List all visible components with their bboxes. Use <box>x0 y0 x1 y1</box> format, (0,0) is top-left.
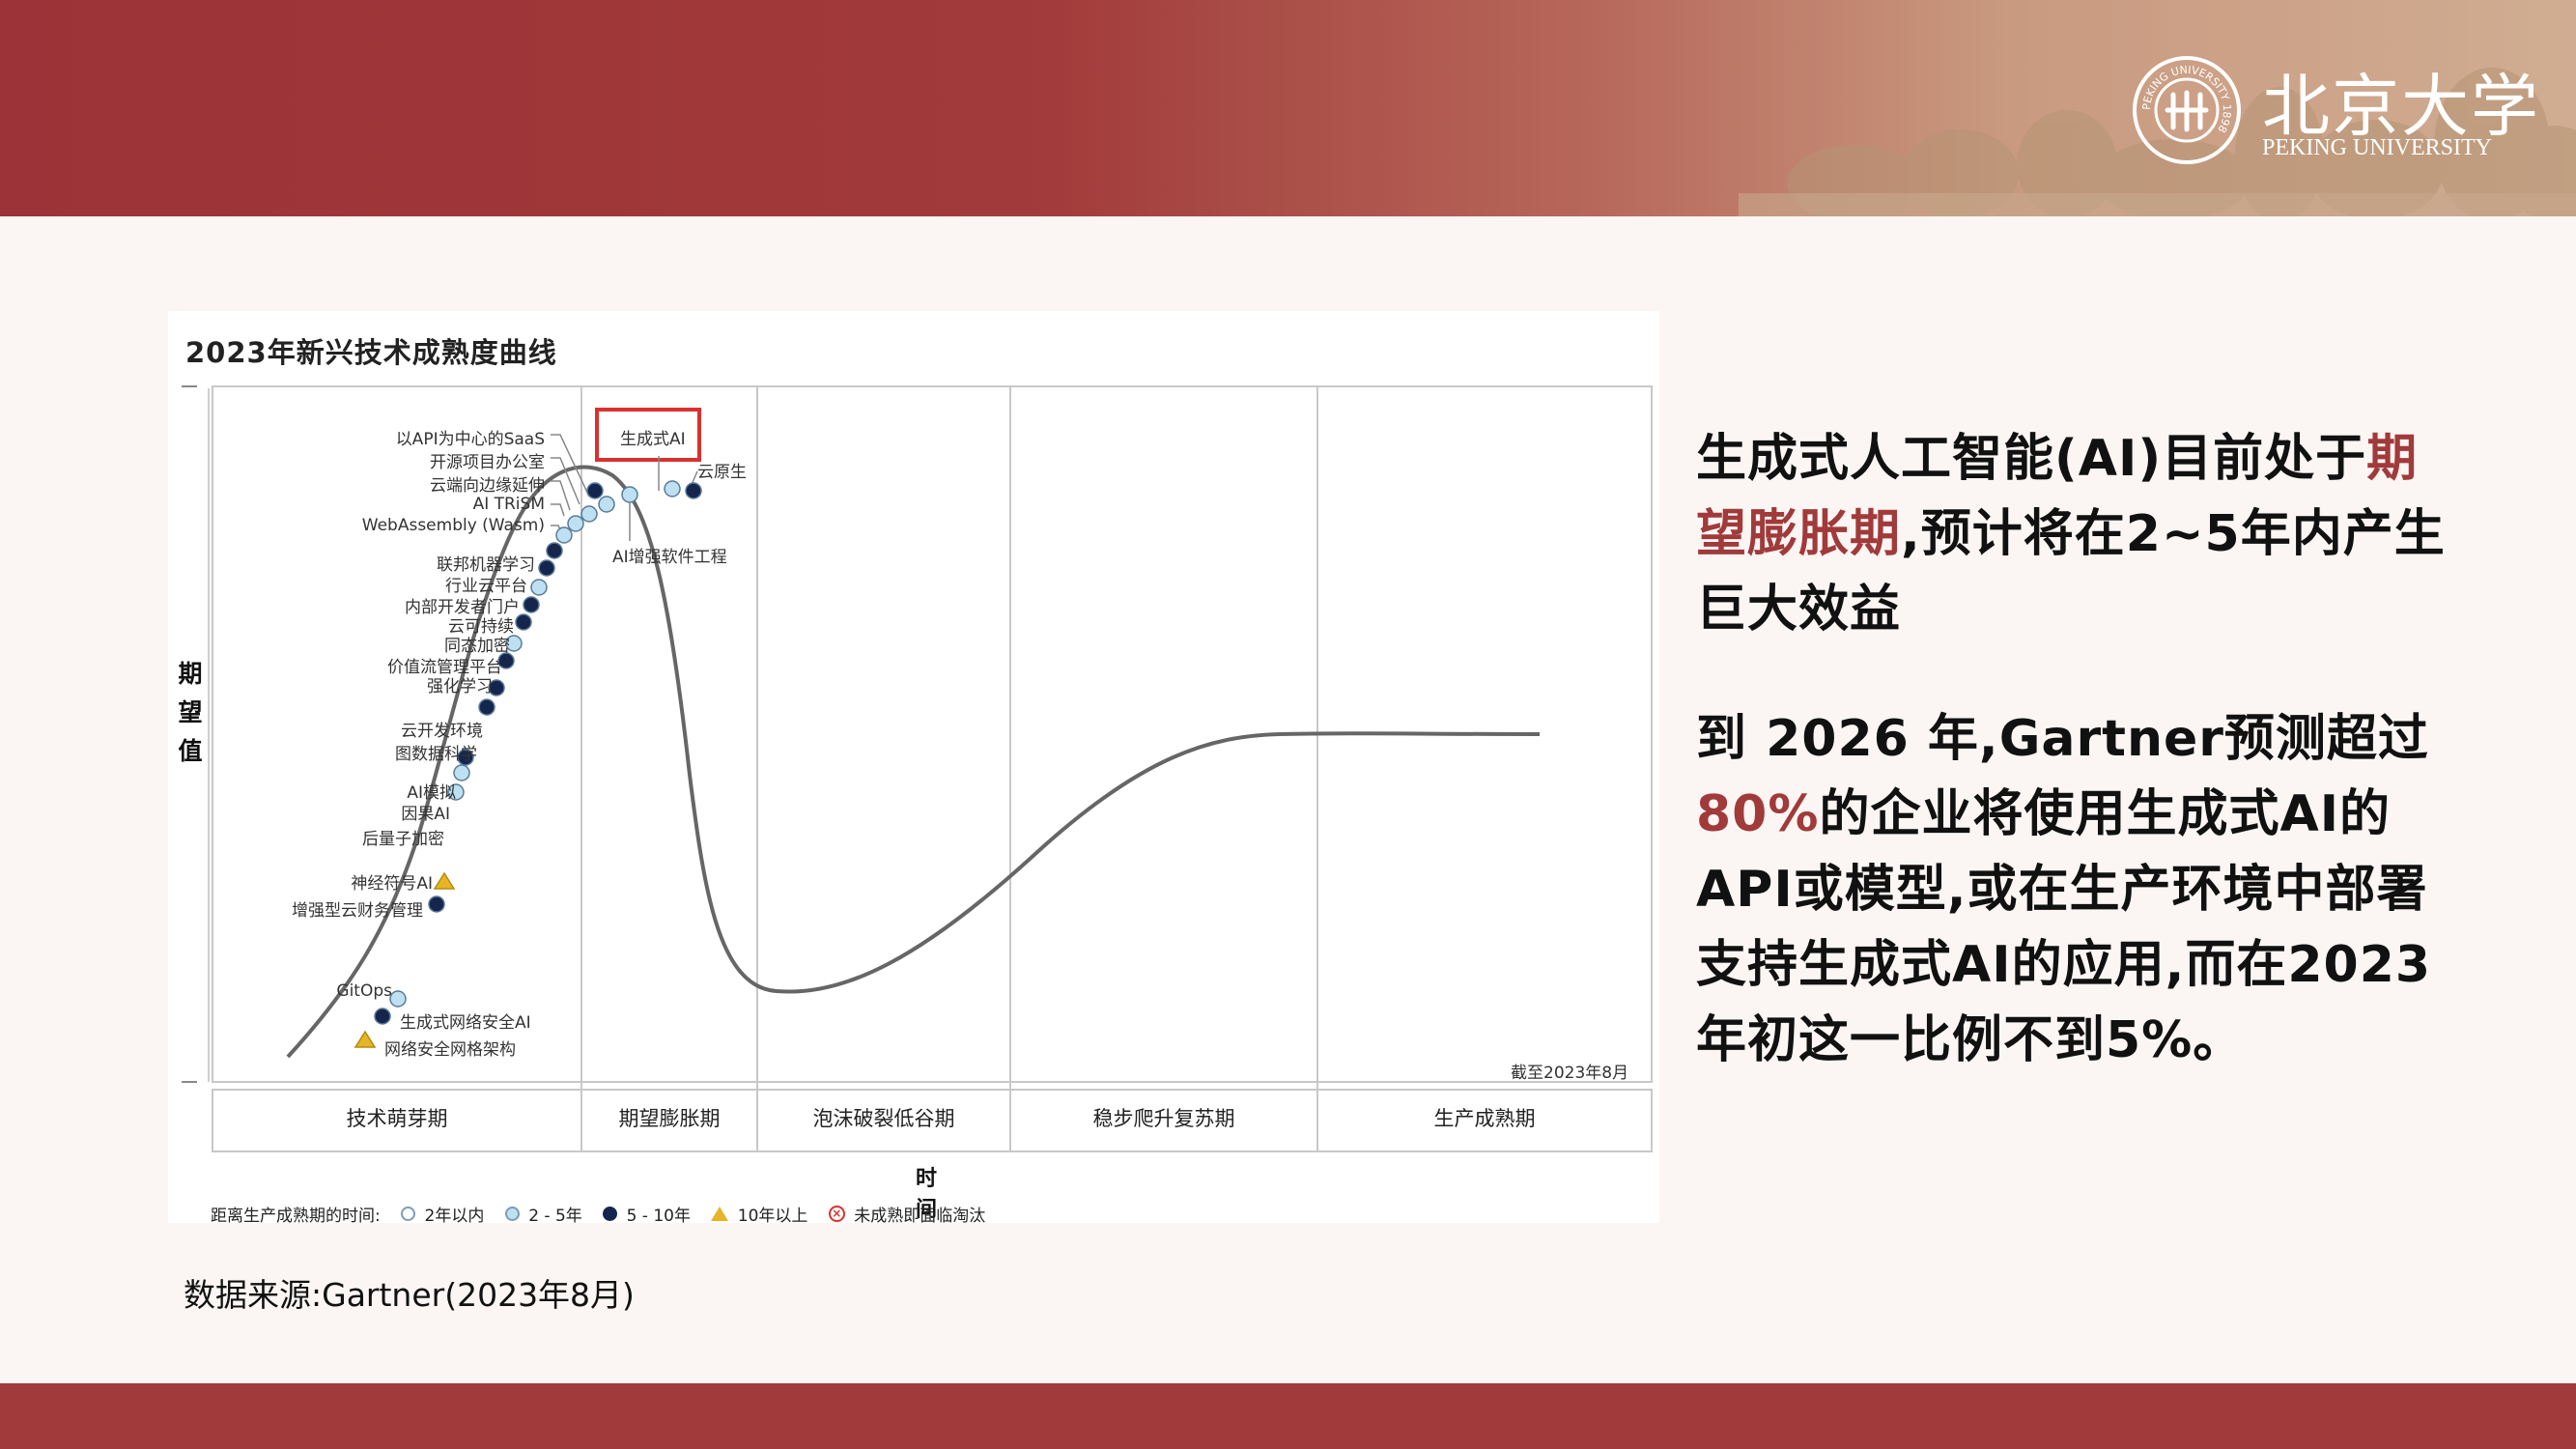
label-value-stream: 价值流管理平台 <box>387 658 502 677</box>
label-neuro-symbolic-ai: 神经符号AI <box>351 874 433 894</box>
leader-ai-trism <box>551 503 565 517</box>
phase-band <box>212 1089 1653 1152</box>
phase-trough-disillusionment: 泡沫破裂低谷期 <box>812 1107 955 1130</box>
label-homomorphic-encryption: 同态加密 <box>444 637 510 656</box>
marker-ai-se <box>621 486 638 503</box>
label-generative-ai: 生成式AI <box>620 430 686 449</box>
legend-marker-x-icon: × <box>828 1206 845 1222</box>
logo-english-name: PEKING UNIVERSITY <box>2262 135 2492 160</box>
paragraph-hype-stage: 生成式人工智能(AI)目前处于期望膨胀期,预计将在2~5年内产生巨大效益 <box>1696 430 2446 639</box>
label-causal-ai: 因果AI <box>401 805 450 824</box>
technology-markers <box>354 480 702 1048</box>
highlight-peak-phase: 期望膨胀期 <box>1696 430 2419 563</box>
marker-api-saas <box>586 482 604 499</box>
source-note: 数据来源:Gartner(2023年8月) <box>184 1276 635 1314</box>
leader-lines <box>551 434 698 541</box>
label-industry-cloud: 行业云平台 <box>445 577 527 596</box>
marker-post-quantum <box>447 783 465 801</box>
hype-cycle-figure: 2023年新兴技术成熟度曲线 期 望 值 以API为中心的SaaS 开源项目办公… <box>168 311 1659 1226</box>
label-cybersecurity-mesh: 网络安全网格架构 <box>384 1040 516 1060</box>
marker-cloud-dev-env <box>488 679 505 696</box>
phase-innovation-trigger: 技术萌芽期 <box>346 1107 448 1130</box>
marker-industry-cloud <box>538 559 555 577</box>
label-ai-simulation: AI模拟 <box>407 783 456 803</box>
marker-gen-cyber-ai <box>374 1008 391 1025</box>
banner-trees-decoration <box>1739 68 2576 216</box>
label-graph-data-science: 图数据科学 <box>395 745 477 764</box>
marker-generative-ai <box>664 480 681 497</box>
hype-cycle-diagram <box>182 385 1653 1152</box>
logo-chinese-name: 北京大学 <box>2262 67 2540 146</box>
university-seal-icon: PEKING UNIVERSITY 1898 <box>2133 56 2241 164</box>
marker-ai-trism <box>567 515 584 532</box>
side-text: 生成式人工智能(AI)目前处于期望膨胀期,预计将在2~5年内产生巨大效益 到 2… <box>1696 421 2469 1078</box>
marker-homomorphic-encryption <box>515 613 532 631</box>
marker-cloud-native <box>685 482 702 499</box>
logo-block: PEKING UNIVERSITY 1898 北京大学 PEKING UNIVE… <box>2131 50 2538 166</box>
marker-graph-data-science <box>478 698 495 716</box>
label-dev-portal: 内部开发者门户 <box>405 598 520 617</box>
marker-gitops <box>389 990 407 1008</box>
marker-cybersecurity-mesh <box>354 1030 377 1048</box>
label-cloud-native: 云原生 <box>697 463 747 482</box>
legend-title: 距离生产成熟期的时间: <box>211 1207 381 1226</box>
label-cloud-sustainability: 云可持续 <box>448 617 514 637</box>
legend-marker-light-blue-icon <box>504 1207 520 1221</box>
marker-federated-ml <box>546 542 563 559</box>
phase-peak-expectations: 期望膨胀期 <box>618 1107 721 1130</box>
label-cloud-finops: 增强型云财务管理 <box>292 901 423 921</box>
marker-value-stream <box>505 635 523 652</box>
legend-label: 2年以内 <box>424 1207 485 1226</box>
plot-frame <box>212 385 1653 1083</box>
marker-cloud-sustainability <box>523 596 540 613</box>
label-cloud-edge: 云端向边缘延伸 <box>430 476 545 496</box>
legend-label: 5 - 10年 <box>626 1207 691 1226</box>
label-cloud-dev-env: 云开发环境 <box>401 722 483 741</box>
marker-cloud-finops <box>428 895 445 913</box>
label-gen-cyber-ai: 生成式网络安全AI <box>400 1013 531 1033</box>
label-ospo: 开源项目办公室 <box>430 453 545 472</box>
label-ai-se: AI增强软件工程 <box>612 548 727 567</box>
legend-label: 未成熟即面临淘汰 <box>854 1207 986 1226</box>
leader-ospo <box>551 457 580 505</box>
phase-slope-enlightenment: 稳步爬升复苏期 <box>1092 1107 1235 1130</box>
marker-cloud-edge <box>580 505 598 523</box>
label-federated-ml: 联邦机器学习 <box>437 555 535 575</box>
label-api-saas: 以API为中心的SaaS <box>395 430 545 449</box>
highlight-80-percent: 80% <box>1696 785 1820 843</box>
legend-label: 2 - 5年 <box>528 1207 582 1226</box>
paragraph-gartner-forecast: 到 2026 年,Gartner预测超过80%的企业将使用生成式AI的API或模… <box>1696 710 2432 1069</box>
legend-marker-triangle-icon <box>711 1207 729 1221</box>
marker-neuro-symbolic-ai <box>433 871 456 890</box>
marker-ai-simulation <box>457 749 474 766</box>
top-banner: PEKING UNIVERSITY 1898 北京大学 PEKING UNIVE… <box>0 0 2576 216</box>
label-gitops: GitOps <box>336 981 392 1001</box>
hype-curve <box>286 465 1541 1059</box>
chart-title: 2023年新兴技术成熟度曲线 <box>185 336 557 369</box>
marker-causal-ai <box>453 764 470 781</box>
marker-wasm <box>555 526 573 544</box>
label-wasm: WebAssembly (Wasm) <box>361 516 545 535</box>
legend-marker-hollow-icon <box>401 1207 416 1221</box>
bottom-banner <box>0 1383 2576 1449</box>
date-note: 截至2023年8月 <box>1511 1064 1629 1083</box>
legend-marker-navy-icon <box>603 1207 618 1221</box>
marker-ospo <box>598 496 615 513</box>
legend: 距离生产成熟期的时间: 2年以内 2 - 5年 5 - 10年 10年以上 × … <box>211 1202 986 1226</box>
y-axis-label: 期 望 值 <box>178 660 203 765</box>
generative-ai-highlight-box <box>595 408 701 462</box>
label-post-quantum: 后量子加密 <box>362 830 444 849</box>
label-reinforcement-learning: 强化学习 <box>427 677 493 696</box>
leader-cloud-edge <box>551 480 571 511</box>
phase-plateau-productivity: 生产成熟期 <box>1433 1107 1536 1130</box>
x-axis-label: 时 间 <box>915 1167 947 1222</box>
label-ai-trism: AI TRiSM <box>472 495 545 514</box>
leader-api-saas <box>551 434 590 497</box>
marker-dev-portal <box>530 579 548 596</box>
marker-reinforcement-learning <box>497 652 515 669</box>
legend-label: 10年以上 <box>737 1207 808 1226</box>
